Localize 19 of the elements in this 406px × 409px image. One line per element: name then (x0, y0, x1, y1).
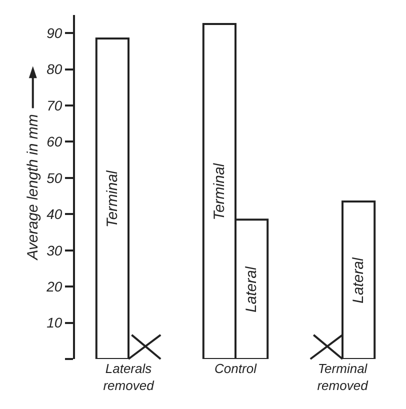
y-tick-label: 90 (46, 25, 62, 42)
x-tick-label: Control (214, 361, 258, 376)
bar (95, 38, 130, 359)
x-tick-label: Laterals removed (103, 361, 155, 393)
y-tick-label: 50 (46, 170, 62, 186)
y-tick-label: 40 (46, 206, 62, 222)
x-tick-label: Terminal removed (317, 361, 369, 393)
y-tick-label: 10 (46, 314, 62, 331)
y-tick-label: 70 (46, 97, 62, 114)
series-label: Terminal (210, 162, 228, 220)
text: Lateral (350, 258, 368, 304)
y-tick-label: 20 (46, 278, 62, 294)
series-label: Lateral (243, 266, 260, 313)
text: Terminal (104, 170, 121, 228)
y-tick-label: 30 (46, 242, 62, 258)
y-tick-label: 60 (46, 134, 62, 150)
bar (342, 200, 376, 359)
y-axis-title: Average length in mm (24, 114, 42, 261)
y-tick-label: 80 (46, 61, 62, 78)
